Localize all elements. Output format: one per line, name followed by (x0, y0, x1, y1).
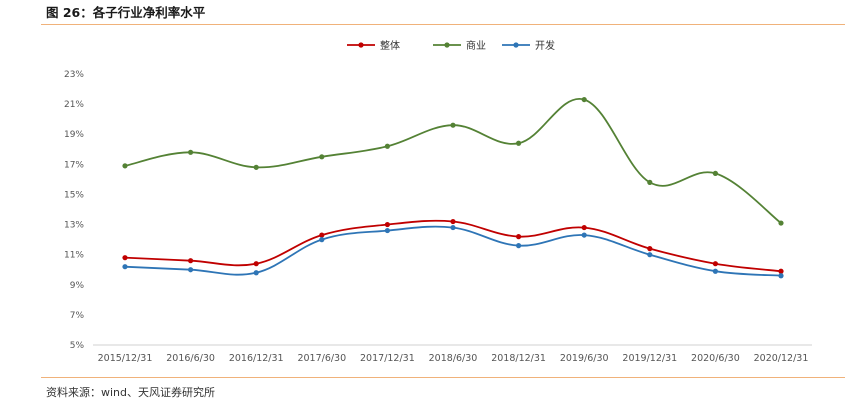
y-tick-label: 17% (64, 160, 84, 170)
data-point (319, 237, 325, 243)
legend-swatch-marker (444, 42, 450, 48)
series-commercial (122, 96, 784, 226)
x-tick-label: 2018/6/30 (429, 353, 478, 364)
x-tick-label: 2017/12/31 (360, 353, 415, 364)
legend-label: 开发 (535, 39, 555, 52)
data-point (384, 221, 390, 228)
data-point (778, 220, 784, 226)
y-tick-label: 21% (64, 100, 84, 110)
data-point (647, 179, 653, 185)
y-tick-label: 23% (64, 70, 84, 80)
legend-label: 整体 (380, 39, 400, 52)
legend-item: 开发 (502, 39, 555, 52)
x-tick-label: 2019/12/31 (622, 353, 677, 364)
y-tick-label: 19% (64, 130, 84, 140)
bottom-divider (41, 377, 845, 378)
data-point (122, 255, 128, 261)
series-development (122, 224, 784, 279)
y-tick-label: 7% (70, 311, 85, 321)
data-point (581, 96, 587, 103)
series-layer (122, 96, 784, 279)
x-tick-label: 2018/12/31 (491, 353, 546, 364)
data-point (581, 224, 587, 231)
data-point (450, 122, 456, 128)
data-point (122, 264, 128, 270)
data-point (647, 252, 653, 258)
x-axis: 2015/12/31 2016/6/30 2016/12/31 2017/6/30 20… (93, 344, 812, 364)
data-point (319, 154, 325, 160)
data-point (647, 246, 653, 252)
series-line (124, 98, 782, 224)
data-point (516, 243, 522, 249)
x-tick-label: 2019/6/30 (560, 353, 609, 364)
x-tick-label: 2020/12/31 (754, 353, 809, 364)
y-axis: 5% 7% 9% 11% 13% 15% 17% 19% 21% 23% (64, 70, 84, 351)
y-tick-label: 9% (70, 281, 85, 291)
data-point (319, 232, 325, 238)
series-overall (122, 218, 784, 274)
data-point (516, 140, 522, 146)
legend-swatch-marker (513, 42, 519, 48)
data-point (122, 163, 128, 169)
data-point (450, 218, 456, 225)
legend-item: 商业 (433, 39, 486, 52)
source-note: 资料来源：wind、天风证券研究所 (46, 386, 216, 399)
data-point (188, 267, 194, 273)
legend-item: 整体 (347, 39, 400, 52)
data-point (253, 164, 259, 170)
data-point (450, 224, 456, 231)
x-tick-label: 2015/12/31 (98, 353, 153, 364)
data-point (778, 273, 784, 279)
data-point (188, 258, 194, 264)
x-tick-label: 2016/12/31 (229, 353, 284, 364)
figure-title: 图 26：各子行业净利率水平 (46, 5, 206, 20)
data-point (712, 170, 719, 176)
data-point (712, 261, 719, 267)
data-point (516, 234, 522, 240)
top-divider (41, 24, 845, 25)
data-point (253, 270, 259, 276)
x-tick-label: 2016/6/30 (166, 353, 215, 364)
legend-label: 商业 (466, 39, 486, 52)
data-point (188, 149, 194, 155)
y-tick-label: 13% (64, 221, 84, 231)
data-point (384, 227, 390, 234)
data-point (384, 143, 390, 149)
legend: 整体 商业 开发 (347, 39, 555, 52)
legend-swatch-marker (358, 42, 364, 48)
data-point (778, 268, 784, 274)
data-point (581, 232, 587, 238)
y-tick-label: 15% (64, 190, 84, 200)
series-line (124, 225, 782, 277)
y-tick-label: 5% (70, 341, 85, 351)
y-tick-label: 11% (64, 251, 84, 261)
x-tick-label: 2020/6/30 (691, 353, 740, 364)
x-tick-label: 2017/6/30 (297, 353, 346, 364)
data-point (253, 261, 259, 267)
data-point (712, 268, 719, 274)
